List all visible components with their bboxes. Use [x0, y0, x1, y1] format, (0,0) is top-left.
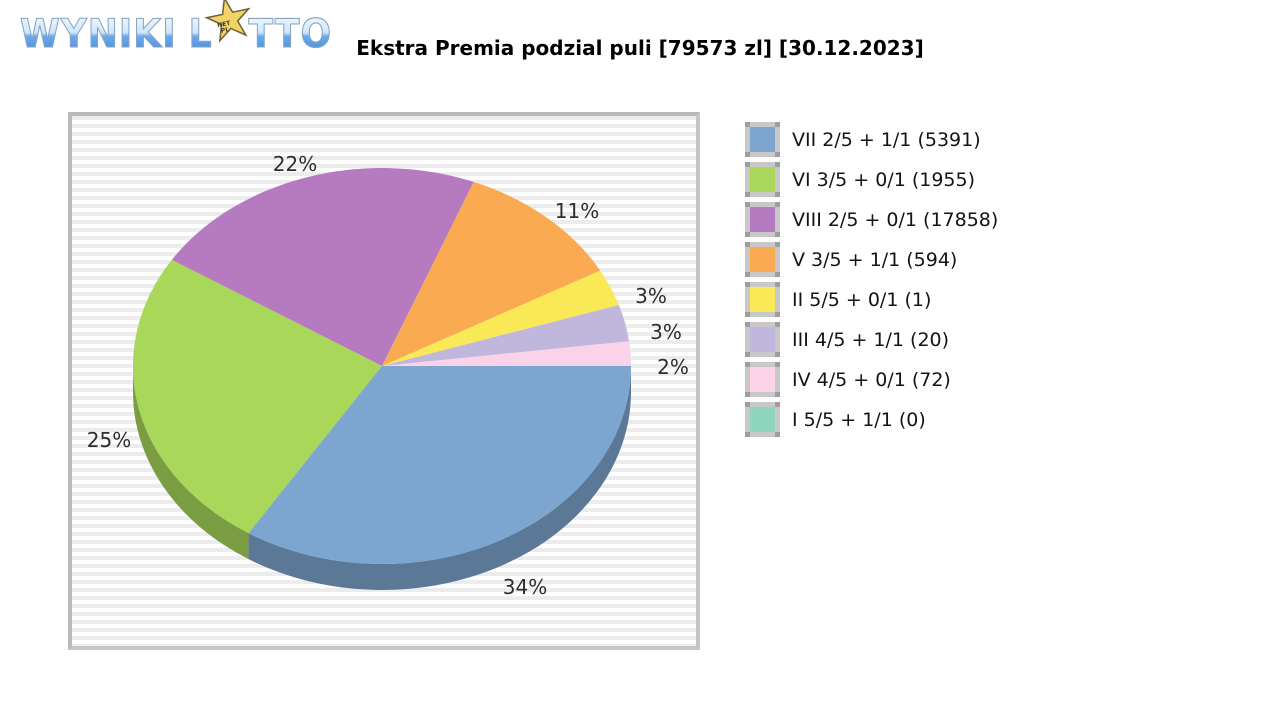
- star-icon: ★ NET PL: [196, 0, 261, 60]
- legend-swatch-color: [750, 327, 775, 352]
- pie-slice-V: [382, 181, 601, 366]
- legend-item-VI: VI 3/5 + 0/1 (1955): [745, 162, 998, 197]
- pie-slice-VIII: [171, 168, 474, 366]
- legend-item-II: II 5/5 + 0/1 (1): [745, 282, 998, 317]
- legend-item-VIII: VIII 2/5 + 0/1 (17858): [745, 202, 998, 237]
- legend-item-VII: VII 2/5 + 1/1 (5391): [745, 122, 998, 157]
- slice-percent-label-IV: 2%: [657, 355, 689, 379]
- pie-slice-VI: [132, 259, 382, 534]
- legend-label-VI: VI 3/5 + 0/1 (1955): [792, 168, 976, 191]
- legend-swatch-color: [750, 127, 775, 152]
- legend-label-II: II 5/5 + 0/1 (1): [792, 288, 932, 311]
- legend-color-swatch-I: [745, 402, 780, 437]
- legend-item-I: I 5/5 + 1/1 (0): [745, 402, 998, 437]
- legend-color-swatch-VI: [745, 162, 780, 197]
- legend-label-V: V 3/5 + 1/1 (594): [792, 248, 958, 271]
- legend-item-III: III 4/5 + 1/1 (20): [745, 322, 998, 357]
- logo-star-caption: NET PL: [216, 19, 231, 35]
- pie-slice-depth-VI: [133, 366, 249, 560]
- legend-swatch-color: [750, 287, 775, 312]
- legend-color-swatch-VII: [745, 122, 780, 157]
- pie-chart-panel: 2% 3% 3% 11% 22% 25% 34%: [68, 112, 700, 650]
- pie-slice-III: [382, 304, 630, 366]
- slice-percent-label-II: 3%: [635, 284, 667, 308]
- legend-color-swatch-IV: [745, 362, 780, 397]
- legend-color-swatch-VIII: [745, 202, 780, 237]
- legend-label-I: I 5/5 + 1/1 (0): [792, 408, 926, 431]
- slice-percent-label-V: 11%: [554, 199, 600, 223]
- legend-label-III: III 4/5 + 1/1 (20): [792, 328, 950, 351]
- pie-slice-VII: [248, 366, 631, 564]
- logo-text-wyniki: WYNIKI: [20, 11, 177, 57]
- pie-chart: [132, 168, 631, 590]
- legend-label-VIII: VIII 2/5 + 0/1 (17858): [792, 208, 999, 231]
- legend-label-IV: IV 4/5 + 0/1 (72): [792, 368, 951, 391]
- legend-color-swatch-V: [745, 242, 780, 277]
- legend-label-VII: VII 2/5 + 1/1 (5391): [792, 128, 981, 151]
- slice-percent-label-VII: 34%: [502, 575, 548, 599]
- page-title: Ekstra Premia podzial puli [79573 zl] [3…: [356, 36, 924, 60]
- legend-color-swatch-II: [745, 282, 780, 317]
- legend-item-IV: IV 4/5 + 0/1 (72): [745, 362, 998, 397]
- legend-swatch-color: [750, 167, 775, 192]
- slice-percent-label-VIII: 22%: [272, 152, 318, 176]
- pie-slice-II: [382, 270, 619, 366]
- logo-text-tto: TTO: [248, 11, 333, 57]
- chart-legend: VII 2/5 + 1/1 (5391) VI 3/5 + 0/1 (1955) V…: [745, 122, 998, 442]
- legend-swatch-color: [750, 207, 775, 232]
- site-logo[interactable]: WYNIKI L ★ NET PL TTO: [20, 0, 333, 60]
- pie-slice-IV: [382, 341, 631, 366]
- legend-swatch-color: [750, 247, 775, 272]
- legend-swatch-color: [750, 367, 775, 392]
- slice-percent-label-III: 3%: [650, 320, 682, 344]
- logo-text-l: L: [188, 11, 213, 57]
- legend-item-V: V 3/5 + 1/1 (594): [745, 242, 998, 277]
- legend-swatch-color: [750, 407, 775, 432]
- slice-percent-label-VI: 25%: [86, 428, 132, 452]
- legend-color-swatch-III: [745, 322, 780, 357]
- pie-slice-depth-VII: [248, 366, 631, 590]
